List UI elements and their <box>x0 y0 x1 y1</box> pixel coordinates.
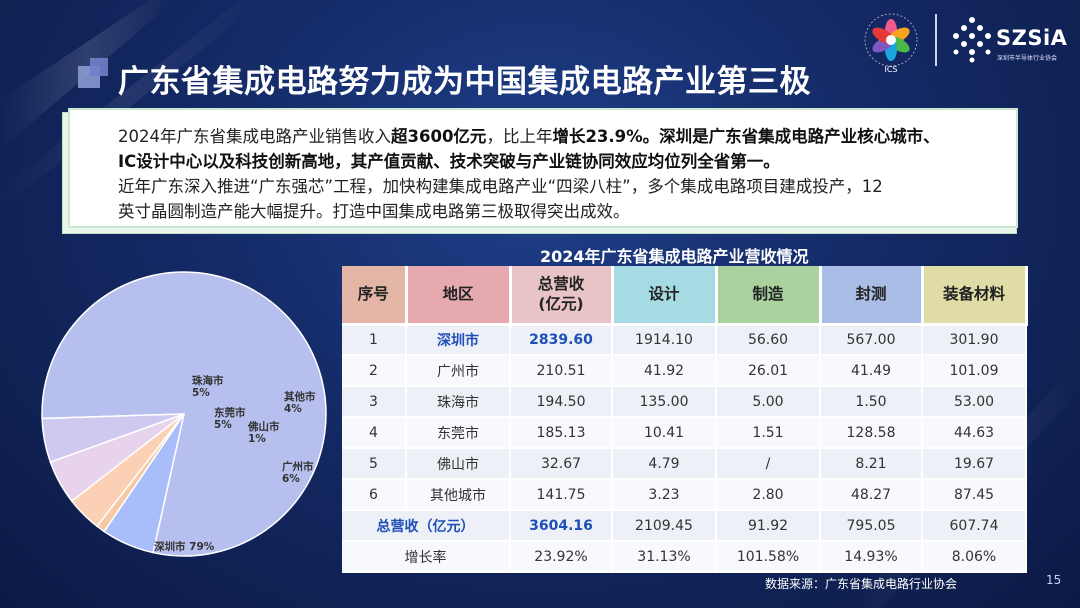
pie-slice-label: 广州市 6% <box>282 460 314 485</box>
szsia-brand: SZSiA <box>996 26 1068 50</box>
table-cell-mfg: 2.80 <box>716 479 821 511</box>
table-header-cell: 封测 <box>820 266 924 326</box>
table-header-cell: 地区 <box>406 266 512 326</box>
table-cell-no: 6 <box>342 479 407 511</box>
table-header-cell: 制造 <box>716 266 822 326</box>
table-cell-region: 珠海市 <box>406 386 511 418</box>
table-cell-equip: 44.63 <box>922 417 1027 449</box>
table-cell-region: 深圳市 <box>406 324 511 356</box>
table-cell-design: 41.92 <box>612 355 717 387</box>
table-header-cell: 序号 <box>342 266 408 326</box>
page-number: 15 <box>1046 573 1062 587</box>
table-cell-mfg: 91.92 <box>716 510 821 542</box>
logo-divider <box>935 14 937 66</box>
table-cell-total: 2839.60 <box>510 324 613 356</box>
intro-line-1: 2024年广东省集成电路产业销售收入超3600亿元，比上年增长23.9%。深圳是… <box>118 127 940 146</box>
table-row: 4 东莞市 185.13 10.41 1.51 128.58 44.63 <box>342 417 1027 449</box>
table-cell-design: 10.41 <box>612 417 717 449</box>
pie-chart: 深圳市 79% 广州市 6% 佛山市 1% 其他市 4% 东莞市 5% 珠海市 5% <box>0 268 340 608</box>
table-cell-region: 东莞市 <box>406 417 511 449</box>
table-row: 2 广州市 210.51 41.92 26.01 41.49 101.09 <box>342 355 1027 387</box>
table-cell-total: 32.67 <box>510 448 613 480</box>
table-body: 1 深圳市 2839.60 1914.10 56.60 567.00 301.90 2 广州市 2… <box>342 324 1027 573</box>
table-header-row: 序号 地区 总营收 (亿元) 设计 制造 封测 装备材料 <box>342 266 1028 326</box>
table-cell-equip: 101.09 <box>922 355 1027 387</box>
table-cell-pkg: 795.05 <box>820 510 923 542</box>
table-cell-equip: 53.00 <box>922 386 1027 418</box>
table-cell-region: 佛山市 <box>406 448 511 480</box>
table-cell-total: 185.13 <box>510 417 613 449</box>
intro-line-4: 英寸晶圆制造产能大幅提升。打造中国集成电路第三极取得突出成效。 <box>118 202 630 221</box>
table-cell-mfg: / <box>716 448 821 480</box>
pie-slice-label: 珠海市 5% <box>192 374 224 399</box>
table-cell-equip: 19.67 <box>922 448 1027 480</box>
table-cell-pkg: 41.49 <box>820 355 923 387</box>
table-cell-pkg: 8.21 <box>820 448 923 480</box>
table-cell-region: 广州市 <box>406 355 511 387</box>
table-cell-equip: 8.06% <box>922 541 1027 573</box>
table-cell-mfg: 5.00 <box>716 386 821 418</box>
table-cell-pkg: 1.50 <box>820 386 923 418</box>
table-cell-region: 其他城市 <box>406 479 511 511</box>
szsia-dots-icon <box>953 17 991 63</box>
table-cell-no: 1 <box>342 324 407 356</box>
table-cell-mfg: 1.51 <box>716 417 821 449</box>
table-cell-pkg: 128.58 <box>820 417 923 449</box>
table-cell-total: 210.51 <box>510 355 613 387</box>
pie-chart-svg: 深圳市 79% 广州市 6%佛山市 1%其他市 4% 东莞市 5% 珠海市 5% <box>41 271 327 557</box>
title-decoration <box>78 58 110 90</box>
table-cell-pkg: 567.00 <box>820 324 923 356</box>
table-cell-equip: 607.74 <box>922 510 1027 542</box>
szsia-subtitle: 深圳市半导体行业协会 <box>997 55 1058 62</box>
szsia-logo: SZSiA 深圳市半导体行业协会 <box>950 14 1075 66</box>
table-cell-total: 3604.16 <box>510 510 613 542</box>
table-cell-design: 31.13% <box>612 541 717 573</box>
pie-slice <box>41 413 185 464</box>
table-cell-design: 2109.45 <box>612 510 717 542</box>
ics-logo-text: ICS <box>884 65 897 74</box>
table-cell-equip: 301.90 <box>922 324 1027 356</box>
table-row: 3 珠海市 194.50 135.00 5.00 1.50 53.00 <box>342 386 1027 418</box>
pie-slice-label: 其他市 4% <box>284 390 316 415</box>
table-cell-design: 3.23 <box>612 479 717 511</box>
table-cell-no: 2 <box>342 355 407 387</box>
table-row: 5 佛山市 32.67 4.79/8.21 19.67 <box>342 448 1027 480</box>
table-header-cell: 总营收 (亿元) <box>510 266 614 326</box>
pie-slice-label: 东莞市 5% <box>214 406 246 431</box>
table-caption: 2024年广东省集成电路产业营收情况 <box>540 247 809 266</box>
table-cell-mfg: 56.60 <box>716 324 821 356</box>
page-title: 广东省集成电路努力成为中国集成电路产业第三极 <box>118 64 811 100</box>
table-cell-mfg: 101.58% <box>716 541 821 573</box>
table-row: 6 其他城市 141.75 3.23 2.80 48.27 87.45 <box>342 479 1027 511</box>
table-cell-design: 4.79 <box>612 448 717 480</box>
ics-flower-logo: ICS <box>864 13 918 74</box>
intro-line-2: IC设计中心以及科技创新高地，其产值贡献、技术突破与产业链协同效应均位列全省第一… <box>118 152 780 171</box>
table-growth-row: 增长率 23.92% 31.13% 101.58% 14.93% 8.06% <box>342 541 1027 573</box>
revenue-table: 序号 地区 总营收 (亿元) 设计 制造 封测 装备材料 1 深圳市 2839.60 1914.1… <box>342 266 1028 573</box>
intro-text-box: 2024年广东省集成电路产业销售收入超3600亿元，比上年增长23.9%。深圳是… <box>68 108 1018 228</box>
table-cell-no: 3 <box>342 386 407 418</box>
table-cell-total: 194.50 <box>510 386 613 418</box>
table-row: 1 深圳市 2839.60 1914.10 56.60 567.00 301.90 <box>342 324 1027 356</box>
table-row-label: 增长率 <box>342 541 511 573</box>
table-cell-pkg: 14.93% <box>820 541 923 573</box>
table-row-label: 总营收（亿元） <box>342 510 511 542</box>
table-cell-mfg: 26.01 <box>716 355 821 387</box>
source-note: 数据来源：广东省集成电路行业协会 <box>765 577 958 591</box>
pie-slice-label: 深圳市 79% <box>154 540 215 553</box>
pie-slice-label: 佛山市 1% <box>247 420 280 445</box>
table-cell-total: 23.92% <box>510 541 613 573</box>
table-header-cell: 设计 <box>612 266 718 326</box>
table-cell-total: 141.75 <box>510 479 613 511</box>
table-cell-no: 4 <box>342 417 407 449</box>
table-header-cell: 装备材料 <box>922 266 1028 326</box>
table-cell-equip: 87.45 <box>922 479 1027 511</box>
table-cell-design: 135.00 <box>612 386 717 418</box>
intro-line-3: 近年广东深入推进“广东强芯”工程，加快构建集成电路产业“四梁八柱”，多个集成电路… <box>118 177 883 196</box>
table-cell-pkg: 48.27 <box>820 479 923 511</box>
table-cell-no: 5 <box>342 448 407 480</box>
table-total-row: 总营收（亿元） 3604.16 2109.45 91.92 795.05 607.74 <box>342 510 1027 542</box>
table-cell-design: 1914.10 <box>612 324 717 356</box>
